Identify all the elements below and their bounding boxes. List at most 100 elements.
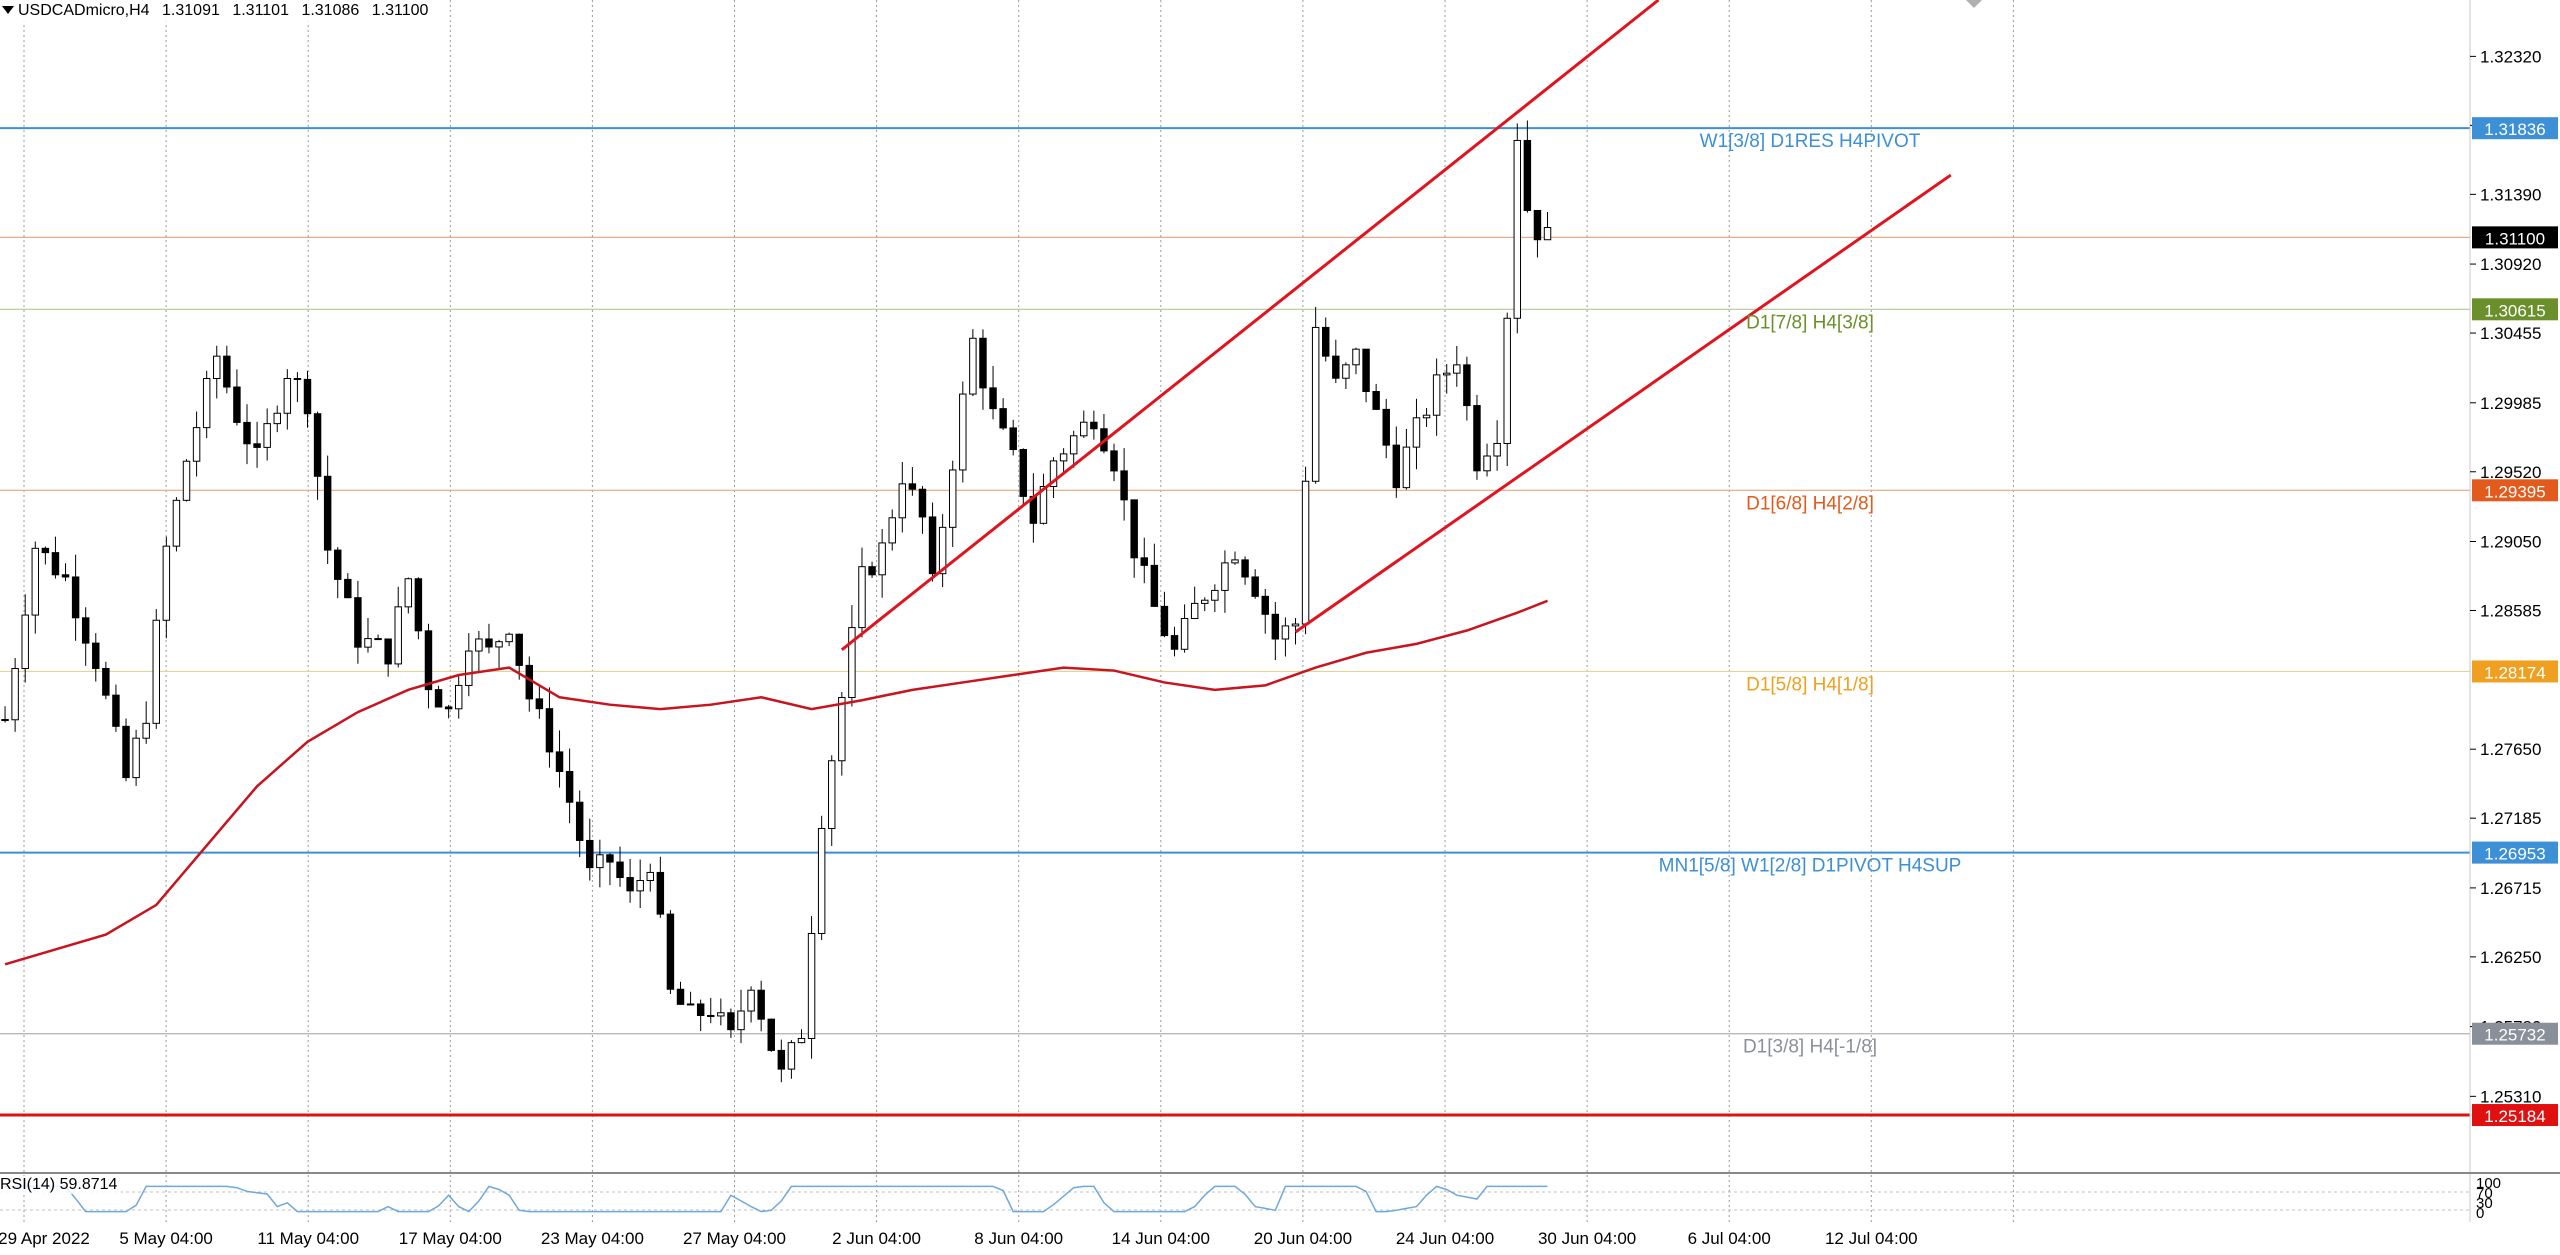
candle	[1382, 398, 1390, 459]
candle	[928, 502, 937, 582]
candle-body	[848, 627, 856, 698]
candle-body	[606, 854, 614, 863]
candle	[828, 755, 836, 846]
level-label: D1[3/8] H4[-1/8]	[1743, 1037, 1877, 1058]
candle	[1080, 410, 1088, 439]
candle	[192, 411, 201, 477]
candle	[969, 329, 977, 397]
candle	[1221, 550, 1229, 613]
x-tick-label: 24 Jun 04:00	[1396, 1229, 1494, 1248]
chart-header: USDCADmicro,H4 1.31091 1.31101 1.31086 1…	[0, 0, 435, 22]
y-tick-label: 1.26250	[2480, 948, 2541, 967]
candle	[1513, 123, 1522, 334]
candle	[989, 365, 997, 420]
candle	[1130, 499, 1138, 578]
x-tick-label: 12 Jul 04:00	[1825, 1229, 1918, 1248]
dropdown-triangle-icon[interactable]	[2, 5, 14, 14]
candle-body	[807, 932, 816, 1039]
candle-body	[384, 638, 392, 665]
candle-body	[1140, 557, 1148, 566]
rsi-axis-label: 70	[2476, 1185, 2493, 1202]
candle	[1483, 443, 1491, 477]
candle-body	[545, 708, 554, 753]
candle-body	[918, 488, 927, 518]
candle	[686, 991, 695, 1006]
candle-body	[767, 1018, 775, 1051]
candle	[1201, 597, 1209, 612]
candle-body	[1110, 450, 1118, 472]
candle-body	[233, 386, 241, 423]
price-tag-label: 1.25732	[2484, 1026, 2545, 1045]
candle	[1523, 120, 1532, 213]
price-tag-label: 1.29395	[2484, 482, 2545, 501]
candle-body	[172, 499, 181, 547]
x-tick-label: 30 Jun 04:00	[1538, 1229, 1636, 1248]
candle	[1332, 339, 1340, 384]
candles	[1, 120, 1552, 1083]
candle-body	[213, 355, 221, 380]
candle	[646, 863, 654, 892]
candle-body	[1291, 623, 1300, 627]
candle	[172, 497, 181, 552]
candle	[787, 1040, 796, 1079]
candle	[51, 536, 60, 579]
candle	[132, 729, 140, 786]
candle-body	[1322, 326, 1330, 357]
candle-body	[51, 552, 60, 576]
channel-line-upper[interactable]	[840, 0, 1660, 651]
candle	[344, 573, 352, 599]
candle	[61, 563, 70, 582]
candle-body	[565, 770, 574, 803]
scroll-marker-icon[interactable]	[1966, 0, 1982, 8]
candle-body	[1463, 364, 1471, 407]
candle-body	[1, 719, 9, 722]
candle-body	[878, 542, 886, 576]
candle	[404, 577, 413, 614]
candle	[858, 547, 866, 638]
candle	[575, 790, 584, 858]
candle-body	[1241, 559, 1249, 578]
candle-body	[1342, 364, 1350, 379]
candle	[838, 692, 846, 776]
candle	[1211, 584, 1219, 613]
candle	[1352, 347, 1360, 375]
candle-body	[1533, 209, 1542, 241]
rsi-axis-label: 100	[2476, 1175, 2501, 1192]
candle	[223, 345, 231, 394]
candle-body	[1190, 602, 1199, 620]
candle-body	[888, 517, 896, 544]
candle-body	[192, 427, 201, 462]
candle	[263, 408, 271, 461]
candle	[213, 345, 221, 399]
candle-body	[727, 1012, 735, 1031]
candle	[1453, 345, 1461, 387]
candle-body	[1080, 421, 1088, 437]
candle	[1090, 410, 1098, 440]
candle-body	[938, 526, 947, 575]
candle-body	[223, 355, 231, 388]
candle	[1372, 383, 1380, 411]
candle	[817, 815, 826, 941]
y-tick-label: 1.27185	[2480, 809, 2541, 828]
candle	[424, 623, 433, 709]
candle	[1493, 420, 1501, 471]
candle	[908, 467, 917, 496]
candle-body	[737, 1010, 745, 1031]
candle-body	[1503, 317, 1511, 444]
candle-body	[424, 630, 433, 691]
candle	[475, 630, 483, 674]
price-tag	[2472, 298, 2558, 321]
candle	[102, 661, 110, 700]
candle-body	[454, 684, 463, 710]
candle	[31, 541, 40, 634]
channel-line-lower[interactable]	[1294, 173, 1952, 634]
candle	[384, 638, 392, 677]
candle	[1, 706, 9, 723]
price-tag	[2472, 226, 2558, 249]
candle-body	[1231, 559, 1239, 564]
candle-body	[81, 617, 90, 644]
level-label: W1[3/8] D1RES H4PIVOT	[1700, 131, 1921, 152]
candle-body	[555, 751, 564, 772]
